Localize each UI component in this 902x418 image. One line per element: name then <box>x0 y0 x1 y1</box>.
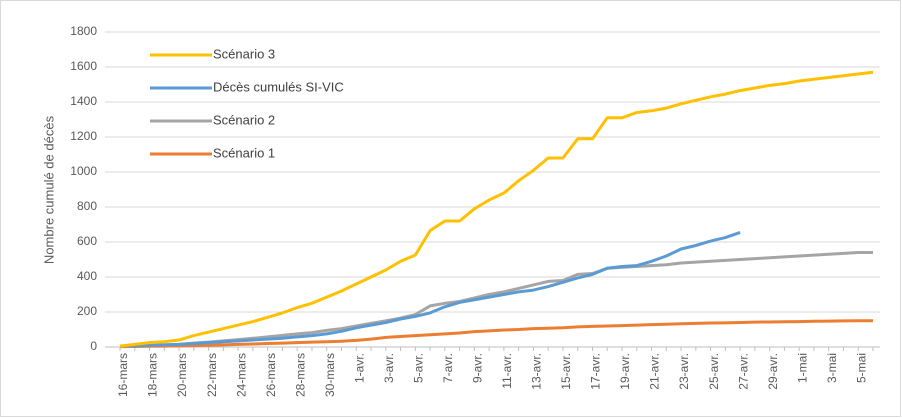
y-tick-label: 1400 <box>70 94 97 108</box>
x-tick-label: 23-avr. <box>677 353 691 390</box>
x-tick-label: 19-avr. <box>618 353 632 390</box>
x-tick-label: 7-avr. <box>441 353 455 383</box>
x-tick-label: 26-mars <box>264 353 278 397</box>
x-tick-label: 30-mars <box>323 353 337 397</box>
x-tick-label: 5-mai <box>854 353 868 383</box>
y-tick-label: 400 <box>77 269 97 283</box>
y-tick-label: 200 <box>77 304 97 318</box>
series-line <box>119 70 874 348</box>
legend-label: Scénario 2 <box>213 112 275 127</box>
x-tick-label: 5-avr. <box>411 353 425 383</box>
x-tick-label: 16-mars <box>116 353 130 397</box>
legend-label: Décès cumulés SI-VIC <box>213 79 344 94</box>
x-tick-label: 18-mars <box>146 353 160 397</box>
x-tick-label: 9-avr. <box>471 353 485 383</box>
series-line <box>119 319 873 349</box>
x-tick-label: 1-avr. <box>352 353 366 383</box>
legend-label: Scénario 1 <box>213 145 275 160</box>
x-tick-label: 21-avr. <box>648 353 662 390</box>
x-tick-label: 13-avr. <box>530 353 544 390</box>
series-line <box>119 230 741 348</box>
x-tick-label: 25-avr. <box>707 353 721 390</box>
y-axis-title: Nombre cumulé de décès <box>41 115 56 264</box>
y-tick-label: 800 <box>77 199 97 213</box>
y-tick-label: 1200 <box>70 129 97 143</box>
y-tick-label: 600 <box>77 234 97 248</box>
x-tick-label: 28-mars <box>293 353 307 397</box>
x-tick-label: 29-avr. <box>766 353 780 390</box>
x-tick-label: 20-mars <box>175 353 189 397</box>
legend-label: Scénario 3 <box>213 46 275 61</box>
y-tick-label: 1800 <box>70 24 97 38</box>
x-tick-label: 15-avr. <box>559 353 573 390</box>
x-tick-label: 27-avr. <box>736 353 750 390</box>
y-tick-label: 1000 <box>70 164 97 178</box>
x-tick-label: 24-mars <box>234 353 248 397</box>
x-tick-label: 1-mai <box>795 353 809 383</box>
x-tick-label: 17-avr. <box>589 353 603 390</box>
y-tick-label: 1600 <box>70 59 97 73</box>
x-tick-label: 11-avr. <box>500 353 514 389</box>
y-tick-label: 0 <box>90 339 97 353</box>
x-tick-label: 3-mai <box>825 353 839 383</box>
x-tick-label: 22-mars <box>205 353 219 397</box>
x-tick-label: 3-avr. <box>382 353 396 383</box>
